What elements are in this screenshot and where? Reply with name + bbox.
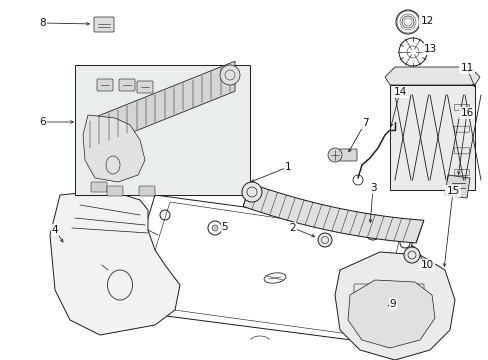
Circle shape [357, 303, 381, 327]
Text: 2: 2 [289, 223, 296, 233]
Text: 6: 6 [40, 117, 46, 127]
Circle shape [317, 233, 331, 247]
Text: 16: 16 [459, 108, 473, 118]
Text: 8: 8 [40, 18, 46, 28]
FancyBboxPatch shape [137, 81, 153, 93]
Polygon shape [88, 61, 235, 150]
FancyBboxPatch shape [338, 149, 356, 161]
Text: 4: 4 [52, 225, 58, 235]
Polygon shape [50, 192, 180, 335]
FancyBboxPatch shape [94, 17, 114, 32]
Circle shape [386, 305, 392, 311]
Polygon shape [384, 67, 479, 85]
Circle shape [381, 324, 397, 340]
Circle shape [327, 148, 341, 162]
Circle shape [397, 303, 421, 327]
Text: 15: 15 [446, 186, 459, 196]
Polygon shape [83, 115, 145, 182]
Polygon shape [347, 280, 434, 348]
Circle shape [242, 182, 262, 202]
Text: 10: 10 [420, 260, 433, 270]
FancyBboxPatch shape [75, 65, 249, 195]
Text: 11: 11 [459, 63, 473, 73]
FancyBboxPatch shape [91, 182, 107, 192]
Text: 14: 14 [392, 87, 406, 97]
FancyBboxPatch shape [389, 85, 474, 190]
Circle shape [403, 247, 419, 263]
Text: 7: 7 [361, 118, 367, 128]
Polygon shape [243, 184, 423, 243]
FancyBboxPatch shape [107, 186, 123, 196]
Circle shape [212, 225, 218, 231]
Polygon shape [444, 175, 469, 198]
Text: 1: 1 [284, 162, 291, 172]
FancyBboxPatch shape [119, 79, 135, 91]
Text: 13: 13 [423, 44, 436, 54]
Text: 5: 5 [221, 222, 228, 232]
Circle shape [220, 65, 240, 85]
Text: 12: 12 [420, 16, 433, 26]
Polygon shape [334, 252, 454, 360]
FancyBboxPatch shape [97, 79, 113, 91]
Text: 9: 9 [389, 299, 395, 309]
Text: 3: 3 [369, 183, 376, 193]
FancyBboxPatch shape [139, 186, 155, 196]
